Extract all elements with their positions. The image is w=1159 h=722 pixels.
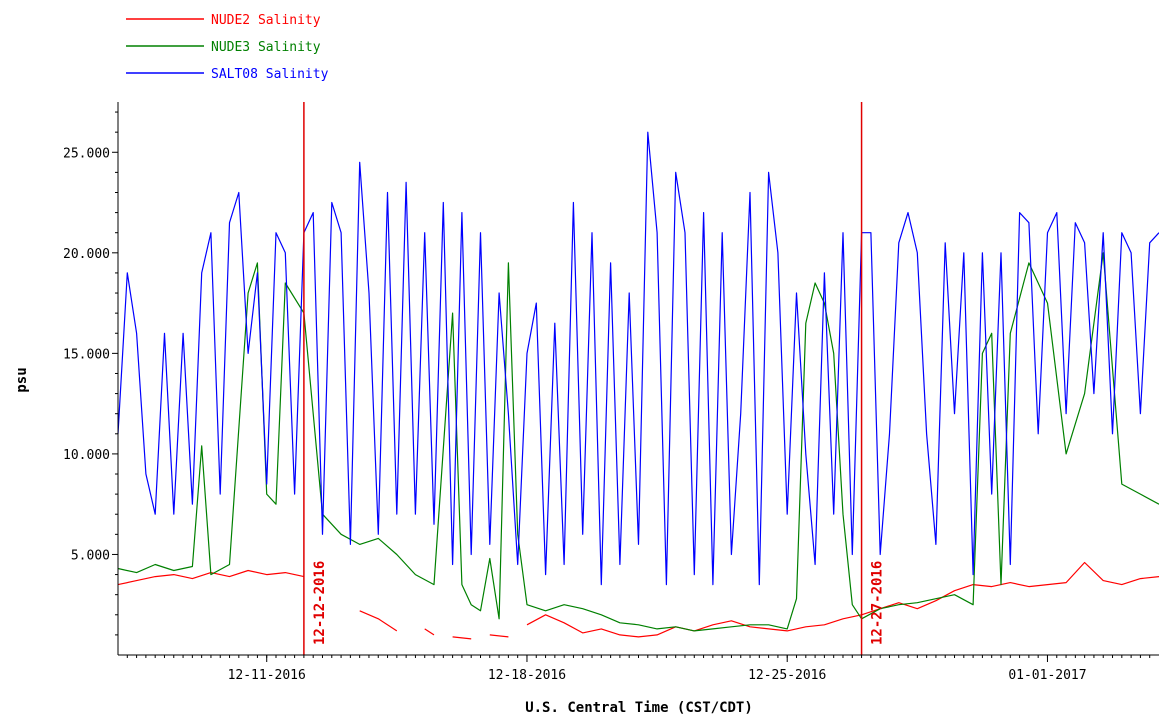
y-tick-label: 10.000 xyxy=(63,448,110,463)
legend-label-0: NUDE2 Salinity xyxy=(211,13,321,28)
marker-label-0: 12-12-2016 xyxy=(312,561,328,645)
legend-label-2: SALT08 Salinity xyxy=(211,67,329,82)
series-line-2 xyxy=(117,131,1159,586)
y-tick-label: 25.000 xyxy=(63,146,110,161)
x-tick-label: 12-11-2016 xyxy=(228,668,306,683)
y-tick-label: 20.000 xyxy=(63,247,110,262)
plot-area: 12-12-2016 12-27-2016 xyxy=(117,102,1159,655)
legend: NUDE2 Salinity NUDE3 Salinity SALT08 Salin… xyxy=(126,13,329,82)
legend-label-1: NUDE3 Salinity xyxy=(211,40,321,55)
y-axis-title: psu xyxy=(14,367,30,392)
marker-label-1: 12-27-2016 xyxy=(870,561,886,645)
series-line-0 xyxy=(117,561,1159,640)
x-tick-label: 01-01-2017 xyxy=(1008,668,1086,683)
series-line-1 xyxy=(117,252,1159,632)
axes: 5.000 10.000 15.000 20.000 25.000 12-11-2016 1… xyxy=(63,102,1159,683)
x-tick-label: 12-18-2016 xyxy=(488,668,566,683)
y-tick-label: 5.000 xyxy=(71,548,110,563)
x-tick-label: 12-25-2016 xyxy=(748,668,826,683)
y-tick-label: 15.000 xyxy=(63,347,110,362)
x-axis-title: U.S. Central Time (CST/CDT) xyxy=(525,700,753,716)
